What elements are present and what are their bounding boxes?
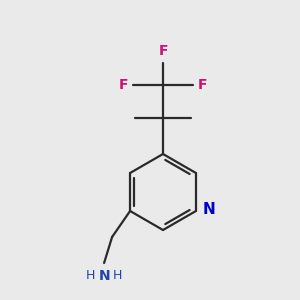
Text: H: H: [113, 269, 122, 282]
Text: N: N: [98, 269, 110, 283]
Text: H: H: [86, 269, 95, 282]
Text: F: F: [198, 78, 208, 92]
Text: N: N: [203, 202, 216, 217]
Text: F: F: [118, 78, 128, 92]
Text: F: F: [158, 44, 168, 58]
